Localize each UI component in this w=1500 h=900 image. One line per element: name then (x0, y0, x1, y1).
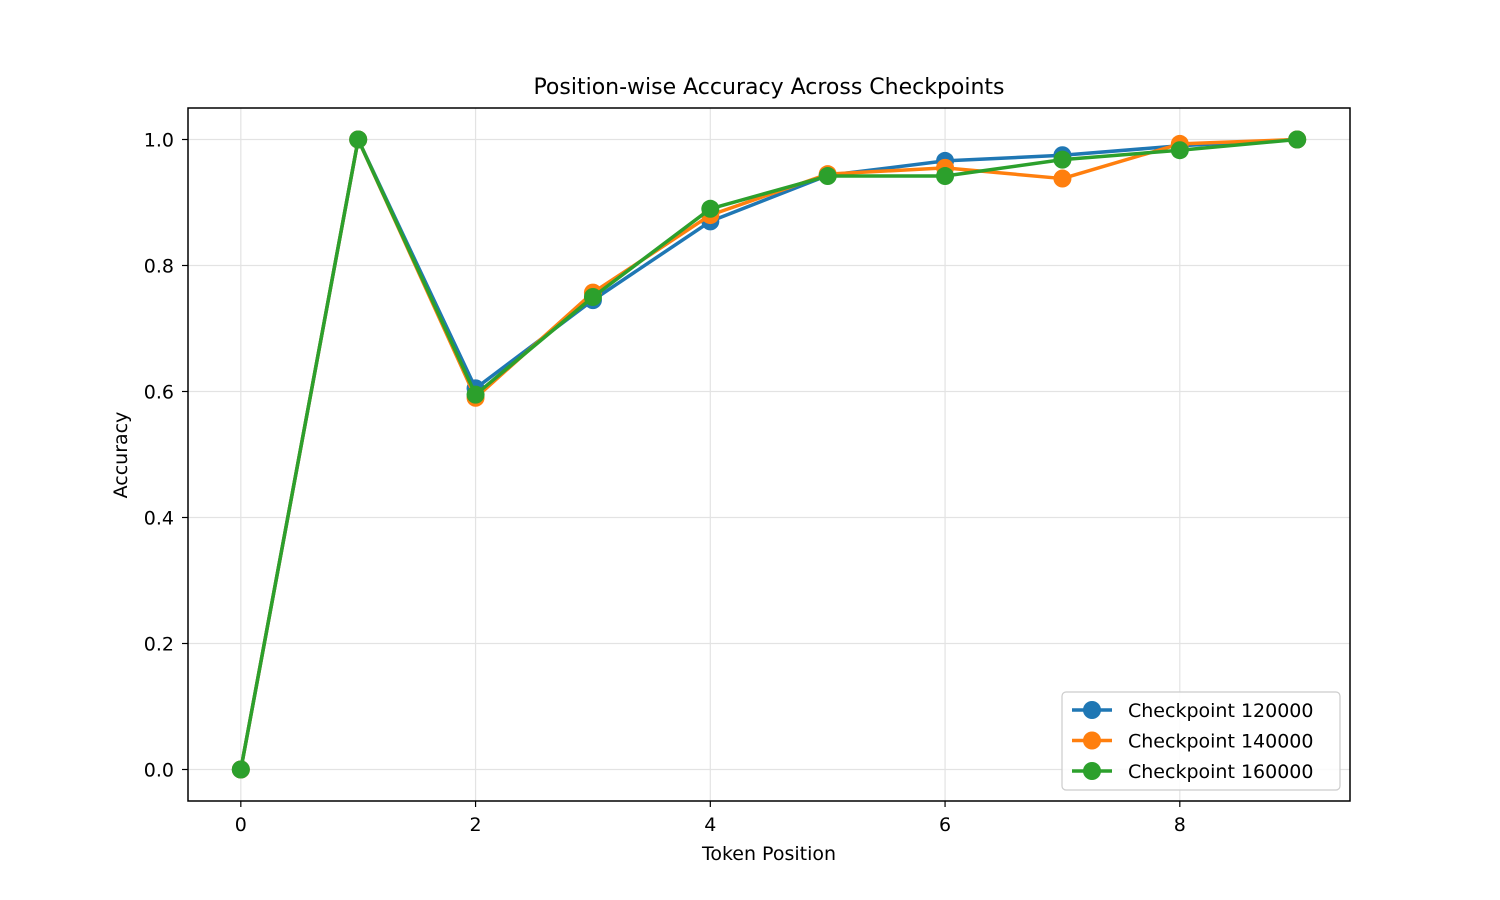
data-point (349, 130, 368, 149)
legend-marker (1083, 731, 1101, 750)
series-checkpoint-3 (231, 130, 1307, 779)
legend-entry: Checkpoint 120000 (1072, 700, 1313, 722)
legend-marker (1083, 701, 1101, 719)
data-point (936, 167, 955, 186)
y-tick-label: 0.2 (144, 634, 174, 656)
legend-label: Checkpoint 140000 (1128, 731, 1313, 753)
data-point (701, 199, 720, 218)
x-tick-label: 6 (939, 814, 951, 836)
y-tick-label: 0.0 (144, 760, 174, 782)
data-point (1170, 141, 1189, 160)
x-tick-label: 0 (235, 814, 247, 836)
legend: Checkpoint 120000 Checkpoint 140000 Checkp… (1061, 691, 1341, 791)
x-axis-label: Token Position (701, 843, 836, 865)
data-point (818, 167, 837, 186)
data-point (1053, 169, 1072, 188)
legend-marker (1083, 762, 1101, 780)
legend-label: Checkpoint 120000 (1128, 700, 1313, 722)
data-point (231, 760, 250, 779)
data-point (1053, 150, 1072, 169)
y-tick-label: 0.8 (144, 256, 174, 278)
plot-frame (187, 107, 1351, 802)
series-line (239, 137, 1299, 772)
x-tick-label: 2 (470, 814, 482, 836)
y-tick-label: 0.4 (144, 508, 174, 530)
y-axis-label: Accuracy (110, 412, 132, 499)
legend-entry: Checkpoint 160000 (1072, 761, 1313, 783)
axis-ticks: 0 2 4 6 8 0.0 0.2 0.4 0.6 0.8 1.0 (144, 130, 1186, 837)
series-group (231, 130, 1307, 779)
legend-entry: Checkpoint 140000 (1072, 731, 1313, 753)
x-tick-label: 8 (1174, 814, 1186, 836)
data-point (1288, 130, 1307, 149)
data-point (583, 288, 602, 306)
chart-title: Position-wise Accuracy Across Checkpoint… (533, 75, 1004, 100)
legend-box (1061, 691, 1341, 791)
x-tick-label: 4 (704, 814, 716, 836)
legend-label: Checkpoint 160000 (1128, 761, 1313, 783)
data-point (466, 385, 485, 404)
y-tick-label: 0.6 (144, 382, 174, 404)
y-tick-label: 1.0 (144, 130, 174, 152)
